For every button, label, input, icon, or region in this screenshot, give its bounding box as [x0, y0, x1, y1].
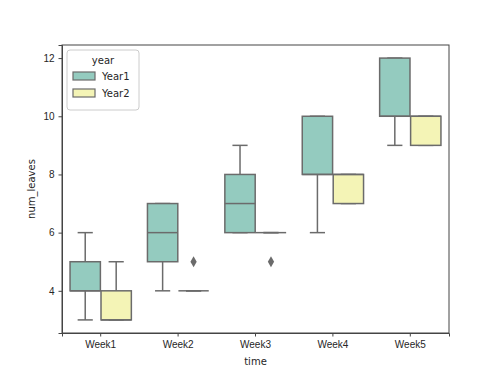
legend-title: year	[92, 55, 115, 66]
x-axis-title: time	[244, 356, 267, 367]
box	[178, 290, 208, 292]
median	[380, 116, 410, 118]
box	[225, 174, 255, 232]
y-axis-line	[59, 46, 63, 334]
upper-whisker	[239, 145, 241, 174]
series-year1	[70, 58, 410, 320]
median	[70, 290, 100, 292]
chart: 4 6 8 10 12 Week1 Week2 Week3 Week4 Week5 time num_…	[0, 0, 500, 375]
box	[101, 291, 131, 320]
y-axis: 4 6 8 10 12	[43, 46, 62, 334]
x-tick-mark	[255, 333, 256, 337]
x-tick: Week4	[317, 333, 348, 350]
median	[256, 232, 286, 234]
x-tick-label: Week1	[85, 339, 116, 350]
box-group	[70, 233, 100, 320]
y-tick: 8	[49, 169, 62, 180]
y-tick-mark	[59, 233, 63, 234]
x-tick-label: Week2	[163, 339, 194, 350]
x-tick-label: Week5	[395, 339, 426, 350]
y-tick: 6	[49, 227, 62, 238]
box	[411, 116, 441, 145]
plot-frame	[62, 45, 449, 333]
legend-swatch	[73, 89, 95, 97]
lower-cap	[387, 145, 402, 147]
legend-swatch	[73, 72, 95, 80]
upper-cap	[78, 232, 93, 234]
legend: year Year1 Year2	[67, 50, 139, 110]
lower-whisker	[317, 174, 319, 232]
box-group	[178, 256, 208, 291]
y-tick-label: 10	[43, 111, 55, 122]
x-tick: Week2	[163, 333, 194, 350]
x-tick-mark	[100, 333, 101, 337]
box-group	[302, 116, 332, 232]
series-year2	[101, 116, 441, 320]
box-group	[380, 58, 410, 145]
x-tick: Week3	[240, 333, 271, 350]
upper-cap	[232, 145, 247, 147]
median	[178, 290, 208, 292]
box-group	[411, 116, 441, 145]
y-tick-mark	[59, 116, 63, 117]
y-tick-mark	[59, 291, 63, 292]
box	[70, 262, 100, 291]
lower-cap	[78, 319, 93, 321]
y-tick-label: 6	[49, 227, 55, 238]
x-tick: Week1	[85, 333, 116, 350]
median	[333, 174, 363, 176]
median	[147, 232, 177, 234]
y-tick-label: 8	[49, 169, 55, 180]
lower-whisker	[162, 262, 164, 291]
legend-label: Year2	[101, 88, 130, 99]
y-tick-mark	[59, 174, 63, 175]
box-group	[147, 204, 177, 291]
lower-whisker	[84, 291, 86, 320]
median	[101, 319, 131, 321]
y-tick-label: 12	[43, 53, 55, 64]
median	[411, 116, 441, 118]
upper-cap	[109, 261, 124, 263]
y-tick: 12	[43, 53, 62, 64]
lower-whisker	[394, 116, 396, 145]
x-tick-mark	[178, 333, 179, 337]
x-axis: Week1 Week2 Week3 Week4 Week5	[63, 333, 450, 350]
box	[333, 174, 363, 203]
box	[380, 58, 410, 116]
box-group	[333, 174, 363, 203]
x-tick-label: Week3	[240, 339, 271, 350]
x-tick-mark	[332, 333, 333, 337]
lower-cap	[155, 290, 170, 292]
y-tick: 4	[49, 286, 62, 297]
x-axis-line	[63, 334, 450, 337]
x-tick-label: Week4	[317, 339, 348, 350]
box	[302, 116, 332, 174]
y-tick: 10	[43, 111, 62, 122]
median	[225, 203, 255, 205]
legend-frame	[67, 50, 139, 110]
outlier	[268, 256, 274, 267]
y-tick-mark	[59, 58, 63, 59]
marks	[70, 58, 441, 320]
y-axis-title: num_leaves	[26, 159, 38, 219]
box-group	[256, 233, 286, 268]
upper-whisker	[84, 233, 86, 262]
y-tick-label: 4	[49, 286, 55, 297]
legend-label: Year1	[101, 71, 130, 82]
box	[256, 232, 286, 234]
median	[302, 174, 332, 176]
x-tick: Week5	[395, 333, 426, 350]
box-group	[225, 145, 255, 232]
x-tick-mark	[410, 333, 411, 337]
upper-whisker	[115, 262, 117, 291]
outlier	[190, 256, 196, 267]
box-group	[101, 262, 131, 320]
lower-cap	[310, 232, 325, 234]
box	[147, 204, 177, 262]
